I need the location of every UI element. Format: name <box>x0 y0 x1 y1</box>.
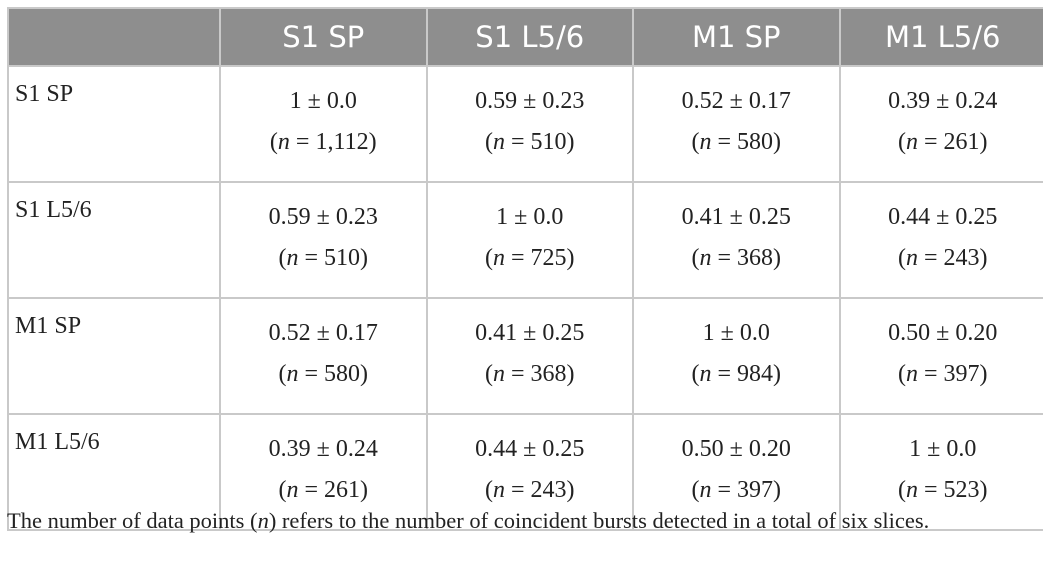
data-table: S1 SP S1 L5/6 M1 SP M1 L5/6 S1 SP 1 ± 0.0 (n … <box>7 7 1043 531</box>
cell-value: 0.41 ± 0.25 <box>475 320 585 346</box>
table-cell: 0.39 ± 0.24 (n = 261) <box>838 65 1043 183</box>
table-cell: 0.52 ± 0.17 (n = 580) <box>632 65 841 183</box>
cell-count: (n = 397) <box>691 477 782 503</box>
cell-count: (n = 580) <box>691 129 782 155</box>
cell-value: 1 ± 0.0 <box>289 88 357 114</box>
cell-value: 0.50 ± 0.20 <box>888 320 998 346</box>
column-header: M1 SP <box>632 7 841 67</box>
cell-value: 0.59 ± 0.23 <box>475 88 585 114</box>
column-header: S1 L5/6 <box>425 7 634 67</box>
table-cell: 0.59 ± 0.23 (n = 510) <box>219 181 428 299</box>
table-row: M1 SP 0.52 ± 0.17 (n = 580) 0.41 ± 0.25 (n =… <box>7 297 1043 415</box>
cell-count: (n = 243) <box>897 245 988 271</box>
table-cell: 0.41 ± 0.25 (n = 368) <box>425 297 634 415</box>
column-header: M1 L5/6 <box>838 7 1043 67</box>
cell-value: 0.39 ± 0.24 <box>888 88 998 114</box>
cell-value: 0.52 ± 0.17 <box>268 320 378 346</box>
cell-value: 0.52 ± 0.17 <box>681 88 791 114</box>
table-cell: 1 ± 0.0 (n = 725) <box>425 181 634 299</box>
cell-value: 0.44 ± 0.25 <box>475 436 585 462</box>
cell-value: 0.44 ± 0.25 <box>888 204 998 230</box>
cell-count: (n = 725) <box>484 245 575 271</box>
row-label: S1 L5/6 <box>7 181 221 299</box>
cell-count: (n = 261) <box>897 129 988 155</box>
cell-count: (n = 1,112) <box>269 129 377 155</box>
cell-value: 0.39 ± 0.24 <box>268 436 378 462</box>
table-row: S1 SP 1 ± 0.0 (n = 1,112) 0.59 ± 0.23 (n = 5… <box>7 65 1043 183</box>
cell-count: (n = 510) <box>484 129 575 155</box>
cell-count: (n = 243) <box>484 477 575 503</box>
table-cell: 0.59 ± 0.23 (n = 510) <box>425 65 634 183</box>
table-row: S1 L5/6 0.59 ± 0.23 (n = 510) 1 ± 0.0 (n = 7… <box>7 181 1043 299</box>
table-cell: 0.50 ± 0.20 (n = 397) <box>838 297 1043 415</box>
cell-count: (n = 397) <box>897 361 988 387</box>
table-cell: 0.44 ± 0.25 (n = 243) <box>425 413 634 531</box>
table-cell: 1 ± 0.0 (n = 984) <box>632 297 841 415</box>
cell-value: 1 ± 0.0 <box>909 436 977 462</box>
table-cell: 0.50 ± 0.20 (n = 397) <box>632 413 841 531</box>
table-cell: 0.44 ± 0.25 (n = 243) <box>838 181 1043 299</box>
cell-value: 0.50 ± 0.20 <box>681 436 791 462</box>
row-label: M1 SP <box>7 297 221 415</box>
header-row: S1 SP S1 L5/6 M1 SP M1 L5/6 <box>7 7 1043 67</box>
corner-cell <box>7 7 221 67</box>
cell-count: (n = 984) <box>691 361 782 387</box>
footnote: The number of data points (n) refers to … <box>7 508 930 533</box>
table-cell: 0.39 ± 0.24 (n = 261) <box>219 413 428 531</box>
cell-count: (n = 510) <box>278 245 369 271</box>
table-row: M1 L5/6 0.39 ± 0.24 (n = 261) 0.44 ± 0.25 (n… <box>7 413 1043 531</box>
row-label: S1 SP <box>7 65 221 183</box>
row-label: M1 L5/6 <box>7 413 221 531</box>
cell-count: (n = 368) <box>484 361 575 387</box>
cell-value: 0.59 ± 0.23 <box>268 204 378 230</box>
cell-count: (n = 261) <box>278 477 369 503</box>
cell-value: 1 ± 0.0 <box>496 204 564 230</box>
table-cell: 1 ± 0.0 (n = 523) <box>838 413 1043 531</box>
table-cell: 1 ± 0.0 (n = 1,112) <box>219 65 428 183</box>
cell-count: (n = 368) <box>691 245 782 271</box>
column-header: S1 SP <box>219 7 428 67</box>
cell-value: 0.41 ± 0.25 <box>681 204 791 230</box>
cell-count: (n = 580) <box>278 361 369 387</box>
table-cell: 0.41 ± 0.25 (n = 368) <box>632 181 841 299</box>
cell-count: (n = 523) <box>897 477 988 503</box>
cell-value: 1 ± 0.0 <box>702 320 770 346</box>
table-cell: 0.52 ± 0.17 (n = 580) <box>219 297 428 415</box>
